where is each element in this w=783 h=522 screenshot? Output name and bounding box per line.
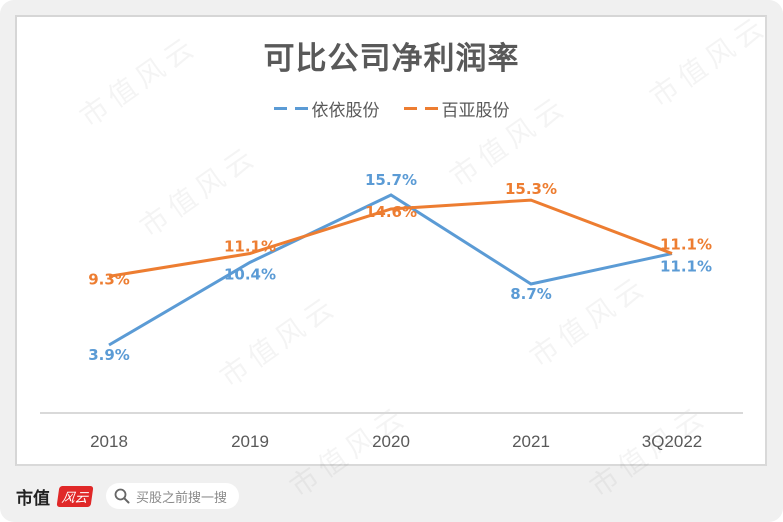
data-label: 8.7% bbox=[510, 285, 552, 303]
brand-logo-badge: 风云 bbox=[56, 485, 94, 507]
data-label: 11.1% bbox=[660, 235, 712, 253]
data-label: 9.3% bbox=[88, 270, 130, 288]
legend-item-baiya: 百亚股份 bbox=[403, 96, 510, 121]
data-label: 3.9% bbox=[88, 346, 130, 364]
x-tick-label: 2018 bbox=[90, 432, 128, 451]
legend-label: 依依股份 bbox=[311, 101, 380, 121]
data-label: 11.1% bbox=[660, 257, 712, 275]
footer-bar: 市值 风云 买股之前搜一搜 bbox=[16, 483, 240, 509]
legend-swatch-orange-dash bbox=[403, 107, 438, 110]
data-label: 15.3% bbox=[505, 180, 557, 198]
x-tick-label: 2021 bbox=[512, 432, 550, 451]
series-line bbox=[108, 198, 673, 278]
brand-logo-text: 市值 bbox=[16, 488, 50, 509]
chart-title: 可比公司净利润率 bbox=[263, 41, 520, 77]
x-tick-label: 2020 bbox=[372, 432, 410, 451]
search-placeholder: 买股之前搜一搜 bbox=[136, 490, 228, 506]
search-box[interactable]: 买股之前搜一搜 bbox=[106, 483, 240, 509]
data-label: 15.7% bbox=[365, 171, 417, 189]
data-label: 10.4% bbox=[224, 265, 276, 283]
series-line bbox=[108, 193, 673, 347]
search-icon bbox=[114, 488, 130, 504]
chart-legend: 依依股份 百亚股份 bbox=[0, 96, 783, 121]
data-label: 14.6% bbox=[365, 203, 417, 221]
data-label: 11.1% bbox=[224, 237, 276, 255]
x-tick-label: 2019 bbox=[231, 432, 269, 451]
legend-item-yiyi: 依依股份 bbox=[273, 96, 380, 121]
x-tick-label: 3Q2022 bbox=[642, 432, 703, 451]
legend-label: 百亚股份 bbox=[441, 101, 510, 121]
legend-swatch-blue-dash bbox=[273, 107, 308, 110]
